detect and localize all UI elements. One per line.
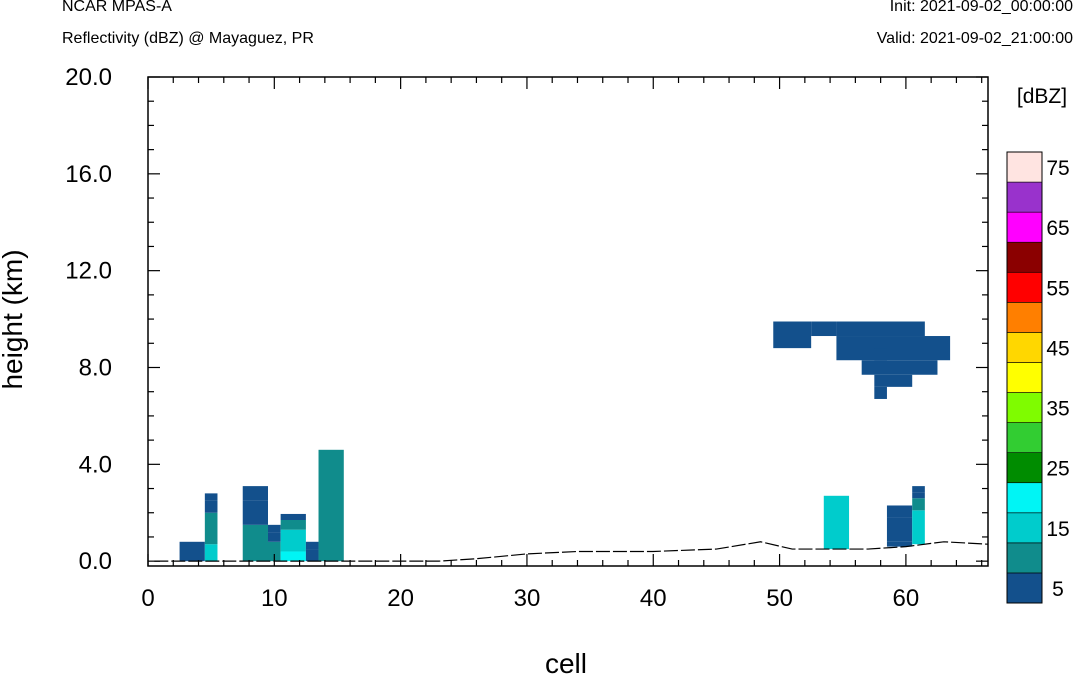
colorbar-swatch [1006, 362, 1043, 393]
reflectivity-cell [886, 541, 913, 547]
x-tick-label: 30 [514, 585, 541, 612]
colorbar-swatch [1006, 452, 1043, 484]
x-tick-label: 20 [387, 585, 414, 612]
reflectivity-cell [204, 493, 218, 501]
field-subtitle: Reflectivity (dBZ) @ Mayaguez, PR [62, 30, 314, 47]
colorbar-swatch [1006, 271, 1043, 303]
colorbar-swatch [1006, 572, 1043, 604]
colorbar-swatch [1006, 482, 1043, 514]
x-tick-label: 10 [261, 585, 288, 612]
reflectivity-cell [874, 386, 887, 399]
reflectivity-cell [179, 541, 205, 562]
reflectivity-cell [280, 529, 306, 552]
colorbar-swatch [1006, 332, 1043, 363]
reflectivity-cell [242, 500, 268, 525]
reflectivity-cell [305, 549, 319, 562]
colorbar-label: 25 [1046, 458, 1069, 481]
x-tick-label: 50 [766, 585, 793, 612]
colorbar-label: 65 [1046, 217, 1069, 240]
reflectivity-cell [268, 524, 281, 533]
reflectivity-cell [268, 541, 281, 562]
colorbar-label: 75 [1046, 157, 1069, 180]
reflectivity-cell [912, 510, 925, 545]
y-tick-label: 12.0 [65, 258, 112, 285]
colorbar-swatch [1006, 151, 1043, 183]
valid-time: Valid: 2021-09-02_21:00:00 [876, 30, 1073, 47]
colorbar-title: [dBZ] [1017, 85, 1067, 108]
reflectivity-cell [773, 321, 812, 349]
reflectivity-cell [280, 513, 306, 521]
y-tick-label: 0.0 [79, 548, 112, 575]
reflectivity-cell [204, 500, 218, 513]
colorbar-label: 15 [1046, 518, 1069, 541]
reflectivity-cell [886, 517, 913, 542]
reflectivity-cell [242, 486, 268, 501]
colorbar-label: 5 [1052, 578, 1064, 601]
colorbar-swatch [1006, 542, 1043, 574]
reflectivity-cell [912, 498, 925, 511]
model-title: NCAR MPAS-A [62, 0, 172, 15]
y-tick-label: 4.0 [79, 451, 112, 478]
reflectivity-cell [861, 360, 938, 375]
reflectivity-cell [242, 524, 268, 562]
reflectivity-cell [305, 541, 319, 550]
terrain-line [154, 541, 989, 562]
reflectivity-cell [204, 544, 218, 562]
colorbar-swatch [1006, 211, 1043, 243]
reflectivity-cell [874, 374, 913, 387]
x-tick-label: 40 [640, 585, 667, 612]
reflectivity-cell [836, 336, 951, 361]
colorbar-swatch [1006, 181, 1043, 213]
plot-axes: 0.0 4.0 8.0 12.0 16.0 20.0 0 10 20 30 40 50 60 cell he… [0, 64, 989, 677]
reflectivity-cell [823, 495, 850, 550]
reflectivity-cell [204, 512, 218, 545]
colorbar-swatch [1006, 302, 1043, 333]
plot-frame [147, 76, 989, 567]
reflectivity-cell [811, 321, 837, 337]
reflectivity-cell [912, 486, 925, 493]
y-tick-label: 16.0 [65, 161, 112, 188]
y-tick-label: 8.0 [79, 354, 112, 381]
colorbar-label: 35 [1046, 398, 1069, 421]
colorbar-frame [1006, 151, 1043, 604]
reflectivity-cell [874, 348, 887, 361]
reflectivity-cell [886, 505, 913, 518]
reflectivity-cell [280, 551, 306, 562]
colorbar-swatch [1006, 392, 1043, 423]
y-tick-label: 20.0 [65, 64, 112, 91]
colorbar-label: 55 [1046, 277, 1069, 300]
terrain-polyline [154, 541, 989, 562]
colorbar-swatch [1006, 512, 1043, 544]
x-tick-label: 60 [893, 585, 920, 612]
y-axis-title: height (km) [0, 249, 28, 389]
colorbar-label: 45 [1046, 337, 1069, 360]
reflectivity-cell [268, 532, 281, 542]
colorbar-swatch [1006, 241, 1043, 273]
colorbar-swatch [1006, 422, 1043, 453]
x-axis-title: cell [545, 648, 587, 677]
x-tick-label: 0 [141, 585, 154, 612]
reflectivity-cell [912, 492, 925, 499]
reflectivity-cell [280, 520, 306, 530]
reflectivity-cells [179, 321, 951, 562]
reflectivity-cell [318, 449, 344, 562]
init-time: Init: 2021-09-02_00:00:00 [889, 0, 1073, 15]
colorbar: 5 15 25 35 45 55 65 75 [dBZ] [1006, 85, 1070, 604]
reflectivity-cell [836, 321, 925, 337]
